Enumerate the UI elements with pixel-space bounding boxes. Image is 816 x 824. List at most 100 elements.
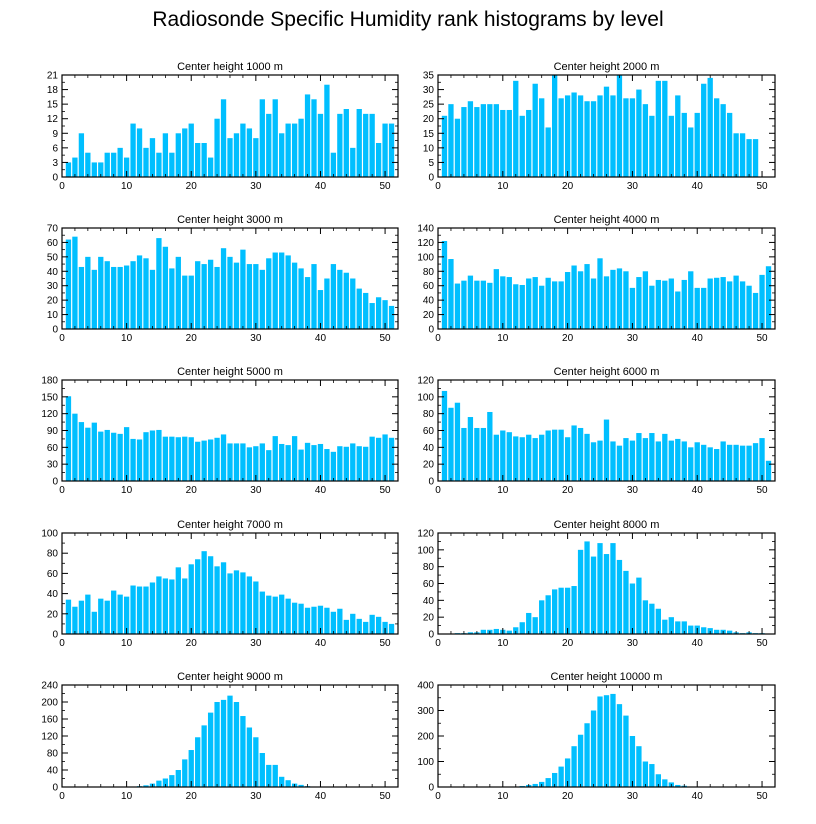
histogram-bar <box>65 599 72 634</box>
y-tick-label: 20 <box>47 296 59 307</box>
histogram-bar <box>175 437 181 481</box>
histogram-bar <box>493 628 499 634</box>
histogram-bar <box>85 152 91 177</box>
histogram-bar <box>72 413 78 481</box>
histogram-bar <box>577 95 584 177</box>
histogram-bar <box>733 444 739 481</box>
histogram-bar <box>564 758 571 787</box>
histogram-bar <box>272 436 278 481</box>
histogram-bar <box>584 433 590 481</box>
histogram-bar <box>681 441 687 481</box>
histogram-bar <box>688 447 694 481</box>
histogram-bar <box>104 429 110 481</box>
histogram-bar <box>655 279 661 329</box>
y-tick-label: 0 <box>428 783 434 794</box>
histogram-bar <box>461 107 467 177</box>
histogram-bar <box>382 434 388 481</box>
histogram-bar <box>720 104 726 177</box>
histogram-bar <box>227 573 233 634</box>
y-tick-label: 120 <box>41 732 58 743</box>
histogram-bar <box>590 710 597 787</box>
histogram-bar <box>369 614 375 634</box>
histogram-bar <box>123 265 130 329</box>
histogram-bar <box>564 272 571 329</box>
histogram-bar <box>487 282 493 329</box>
histogram-bar <box>564 95 571 177</box>
x-tick-label: 30 <box>250 791 262 802</box>
histogram-bar <box>603 554 610 634</box>
histogram-bar <box>487 411 493 481</box>
histogram-bar <box>506 630 512 634</box>
histogram-bar <box>266 595 272 634</box>
histogram-bar <box>552 429 558 481</box>
histogram-bar <box>571 92 577 177</box>
histogram-bar <box>279 252 285 329</box>
histogram-bar <box>558 98 564 177</box>
histogram-bar <box>117 433 123 481</box>
histogram-bar <box>375 616 382 634</box>
histogram-bar <box>714 449 720 481</box>
histogram-bar <box>343 619 349 634</box>
histogram-bar <box>552 75 558 177</box>
histogram-bar <box>363 621 369 634</box>
x-tick-label: 20 <box>186 181 198 192</box>
histogram-bar <box>681 112 687 177</box>
histogram-bar <box>220 99 227 177</box>
histogram-bar <box>474 107 480 177</box>
histogram-bar <box>597 440 603 481</box>
histogram-bar <box>298 449 304 481</box>
histogram-bar <box>564 587 571 634</box>
histogram-bar <box>72 157 78 177</box>
histogram-bar <box>214 437 220 481</box>
histogram-bar <box>246 727 253 787</box>
histogram-bar <box>474 427 480 481</box>
panel-title: Center height 9000 m <box>177 671 283 683</box>
histogram-bar <box>577 271 584 329</box>
histogram-bar <box>480 427 487 481</box>
histogram-bar <box>233 443 240 481</box>
histogram-bar <box>259 99 265 177</box>
y-tick-label: 60 <box>47 238 59 249</box>
histogram-bar <box>577 427 584 481</box>
x-tick-label: 10 <box>121 333 133 344</box>
y-tick-label: 20 <box>423 310 435 321</box>
histogram-bar <box>78 133 85 177</box>
histogram-bar <box>629 736 636 787</box>
y-tick-label: 100 <box>417 545 434 556</box>
histogram-bar <box>655 608 661 634</box>
histogram-bar <box>156 238 162 329</box>
histogram-bar <box>668 440 674 481</box>
x-tick-label: 30 <box>627 791 639 802</box>
histogram-bar <box>375 297 382 329</box>
histogram-bar <box>233 570 240 634</box>
histogram-bar <box>65 162 72 177</box>
y-tick-label: 120 <box>417 376 434 387</box>
histogram-bar <box>298 118 304 177</box>
histogram-bar <box>519 115 525 177</box>
histogram-bar <box>65 396 72 481</box>
histogram-bar <box>195 143 201 177</box>
histogram-bar <box>701 287 707 329</box>
histogram-bar <box>577 734 584 787</box>
histogram-bar <box>649 115 655 177</box>
y-tick-label: 80 <box>47 549 59 560</box>
histogram-bar <box>279 133 285 177</box>
histogram-bar <box>616 559 623 634</box>
histogram-bar <box>356 446 362 481</box>
histogram-bar <box>688 625 694 634</box>
histogram-bar <box>182 759 188 788</box>
histogram-bar <box>623 98 629 177</box>
histogram-bar <box>123 596 130 634</box>
histogram-bar <box>388 623 395 634</box>
histogram-bar <box>220 562 227 634</box>
histogram-bar <box>552 589 558 634</box>
panel-title: Center height 6000 m <box>554 366 660 378</box>
histogram-bar <box>467 417 474 481</box>
histogram-bar <box>571 746 577 787</box>
page-title: Radiosonde Specific Humidity rank histog… <box>152 8 664 31</box>
histogram-bar <box>597 696 603 787</box>
histogram-bar <box>759 274 765 329</box>
histogram-bar <box>182 128 188 177</box>
histogram-bar <box>388 305 395 329</box>
y-tick-label: 15 <box>423 129 435 140</box>
